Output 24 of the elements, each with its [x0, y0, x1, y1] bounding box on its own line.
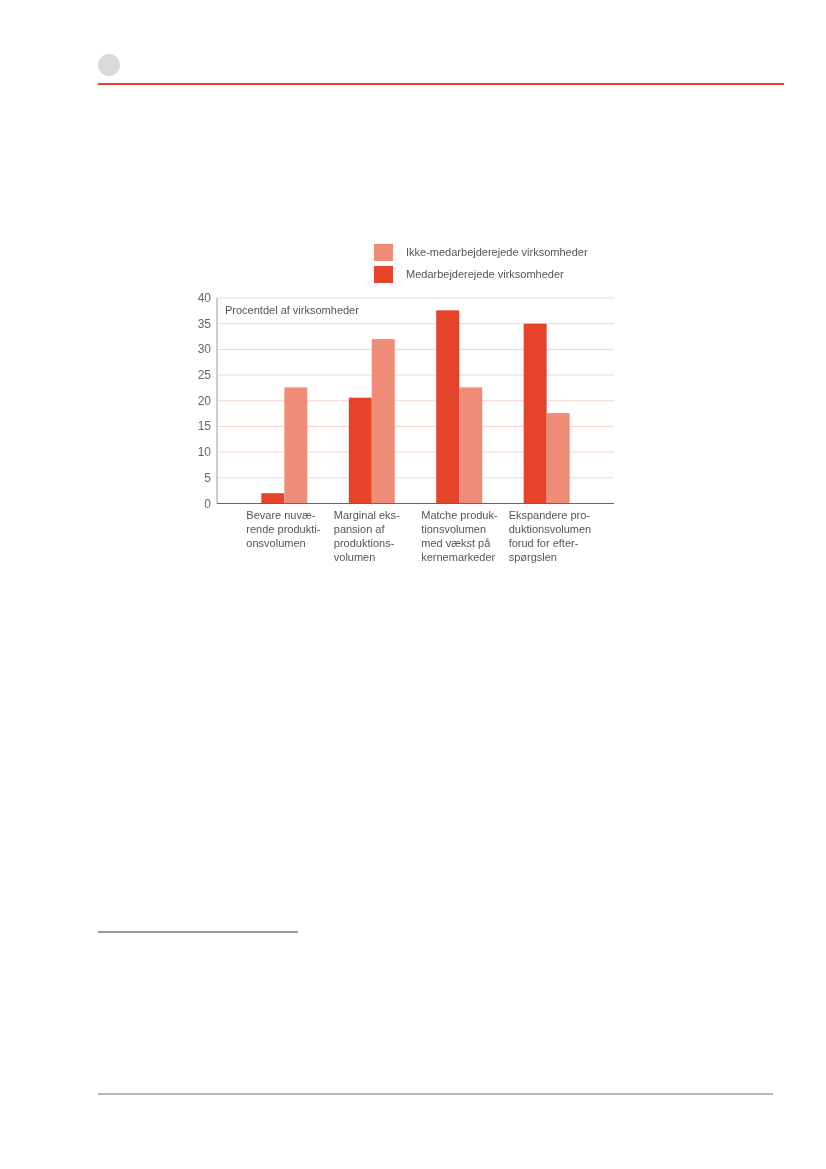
bar [546, 413, 570, 504]
y-tick-label: 30 [197, 342, 212, 357]
bar [284, 387, 308, 504]
y-axis-title: Procentdel af virksomheder [225, 304, 360, 316]
y-tick-label: 10 [197, 445, 212, 460]
y-tick-label: 35 [197, 316, 212, 331]
bar [348, 397, 372, 504]
x-tick-label: Marginal eks- pansion af produktions- volumen [333, 508, 401, 563]
bar [371, 339, 395, 504]
legend-label: Ikke-medarbejderejede virksomheder [406, 246, 588, 258]
x-tick-label: Bevare nuvæ- rende produkti- onsvolumen [246, 508, 321, 549]
x-tick-label: Matche produk- tionsvolumen med vækst på kernemarkeder [421, 508, 498, 563]
y-tick-label: 20 [197, 393, 212, 408]
y-tick-label: 0 [204, 496, 212, 511]
bar [436, 310, 460, 504]
x-tick-label: Ekspandere pro- duktionsvolumen forud for efter- spørgslen [508, 508, 592, 563]
y-tick-label: 40 [197, 291, 212, 305]
bar [459, 387, 483, 504]
y-tick-label: 25 [197, 368, 212, 383]
y-tick-label: 15 [197, 419, 212, 434]
y-tick-label: 5 [204, 470, 212, 485]
legend-label: Medarbejderejede virksomheder [406, 268, 565, 280]
bar [523, 323, 547, 504]
bar [261, 493, 285, 504]
